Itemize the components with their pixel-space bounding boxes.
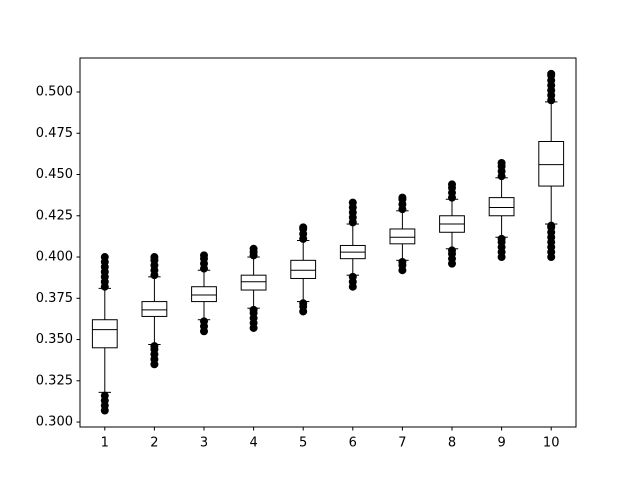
flier [249, 305, 258, 314]
box [191, 286, 217, 303]
x-tick-label: 4 [249, 436, 257, 451]
flier [398, 257, 407, 266]
box [488, 197, 515, 217]
box [91, 319, 118, 349]
flier [497, 234, 506, 243]
flier [200, 317, 208, 326]
x-tick-label: 9 [497, 436, 505, 451]
x-tick-label: 2 [150, 436, 158, 451]
flier [100, 253, 109, 262]
x-tick-label: 8 [448, 436, 456, 451]
plot-frame [79, 57, 577, 428]
flier [249, 244, 258, 253]
flier [299, 299, 308, 308]
y-tick-label: 0.400 [36, 250, 73, 265]
x-tick-label: 1 [101, 436, 109, 451]
x-tick-label: 6 [349, 436, 357, 451]
flier [299, 223, 308, 232]
y-tick-label: 0.500 [36, 84, 73, 99]
flier [150, 342, 159, 351]
y-tick-label: 0.450 [36, 167, 73, 182]
y-tick-label: 0.425 [36, 208, 73, 223]
flier [150, 253, 159, 262]
box [538, 141, 565, 187]
x-tick-label: 7 [398, 436, 406, 451]
flier [348, 198, 357, 207]
box [240, 274, 267, 291]
box [141, 301, 168, 317]
y-tick-label: 0.325 [36, 373, 73, 388]
flier [398, 193, 407, 202]
x-tick-label: 3 [200, 436, 208, 451]
y-tick-label: 0.350 [36, 332, 73, 347]
flier [547, 69, 556, 78]
flier [448, 180, 456, 189]
flier [547, 221, 556, 230]
flier [348, 272, 357, 281]
flier [448, 246, 456, 255]
box [389, 228, 416, 245]
y-tick-label: 0.375 [36, 291, 73, 306]
box [290, 259, 317, 279]
y-tick-label: 0.475 [36, 126, 73, 141]
flier [100, 391, 109, 400]
x-tick-label: 5 [299, 436, 307, 451]
flier [200, 251, 208, 260]
flier [497, 158, 506, 167]
x-tick-label: 10 [543, 436, 560, 451]
y-tick-label: 0.300 [36, 415, 73, 430]
